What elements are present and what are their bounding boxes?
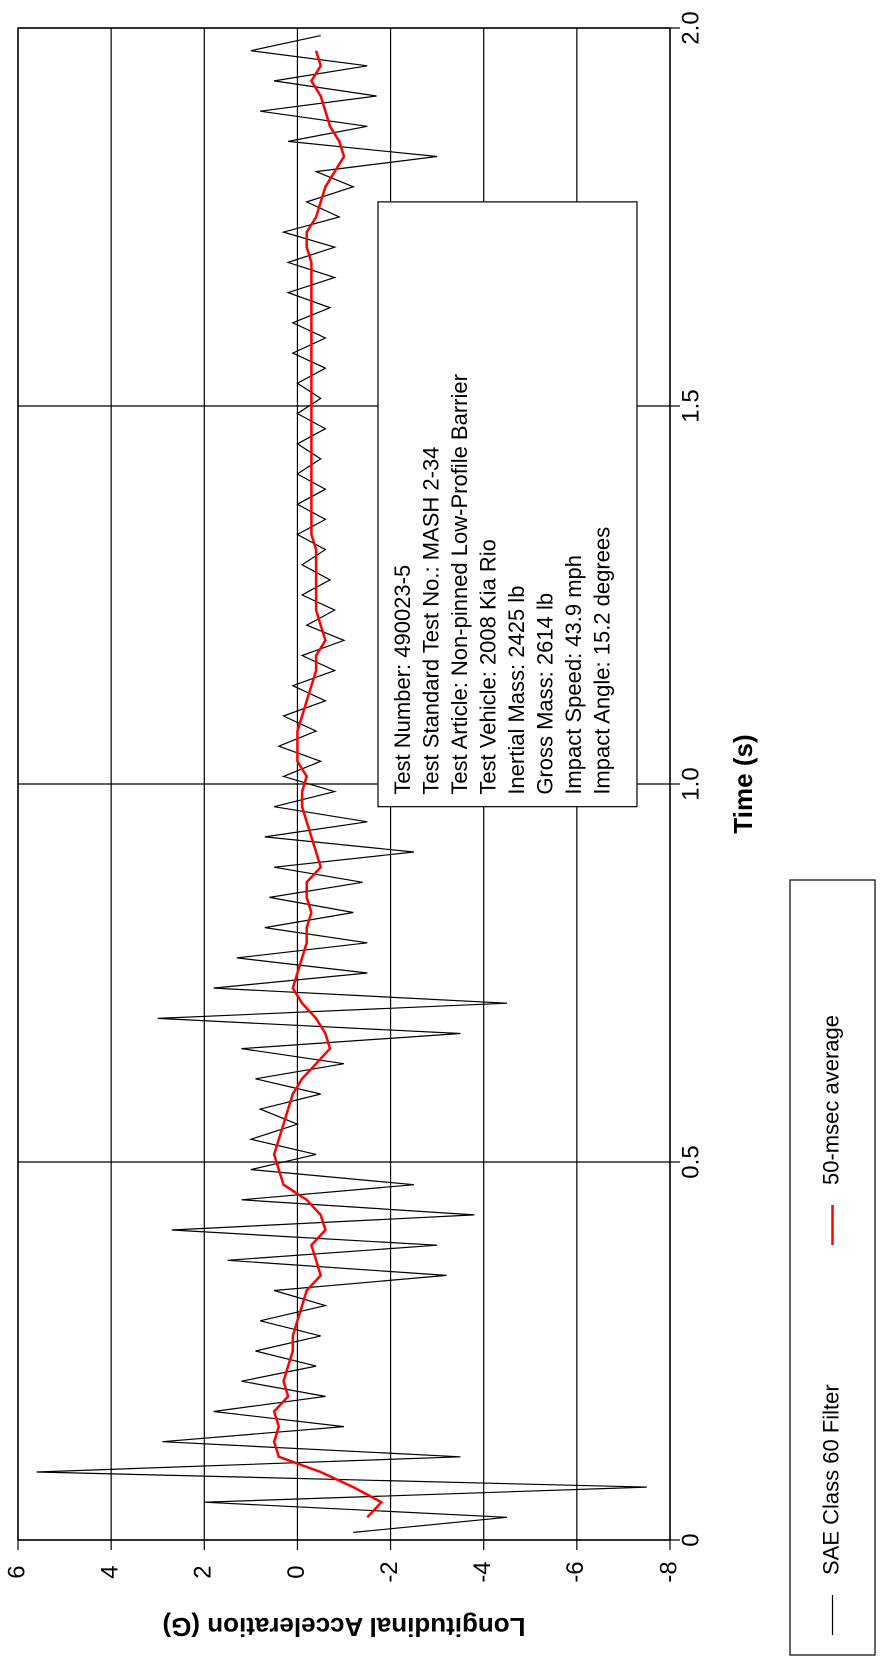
annotation-line: Impact Speed: 43.9 mph: [561, 555, 586, 795]
annotation-line: Test Number: 490023-5: [390, 565, 415, 795]
y-tick-label: -4: [469, 1561, 496, 1582]
annotation-line: Inertial Mass: 2425 lb: [504, 586, 529, 795]
x-tick-label: 0: [677, 1533, 704, 1546]
x-tick-label: 1.5: [677, 389, 704, 422]
legend-label: SAE Class 60 Filter: [818, 1384, 843, 1575]
annotation-line: Test Article: Non-pinned Low-Profile Bar…: [447, 374, 472, 795]
annotation-line: Impact Angle: 15.2 degrees: [590, 527, 615, 795]
annotation-line: Test Standard Test No.: MASH 2-34: [419, 447, 444, 795]
y-tick-label: 4: [96, 1565, 123, 1578]
annotation-line: Gross Mass: 2614 lb: [533, 593, 558, 795]
y-tick-label: -6: [562, 1561, 589, 1582]
y-tick-label: 6: [3, 1565, 30, 1578]
x-axis-title: Time (s): [728, 734, 758, 833]
x-tick-label: 0.5: [677, 1145, 704, 1178]
legend-label: 50-msec average: [818, 1015, 843, 1185]
y-tick-label: -2: [376, 1561, 403, 1582]
annotation-line: Test Vehicle: 2008 Kia Rio: [476, 539, 501, 795]
x-tick-label: 1.0: [677, 767, 704, 800]
y-tick-label: -8: [655, 1561, 682, 1582]
y-tick-label: 0: [283, 1565, 310, 1578]
legend-box: [789, 879, 876, 1656]
annotation-box: [377, 201, 638, 808]
y-axis-title: Longitudinal Acceleration (G): [162, 1612, 525, 1642]
series-line: [272, 50, 384, 1519]
x-tick-label: 2.0: [677, 11, 704, 44]
y-tick-label: 2: [190, 1565, 217, 1578]
